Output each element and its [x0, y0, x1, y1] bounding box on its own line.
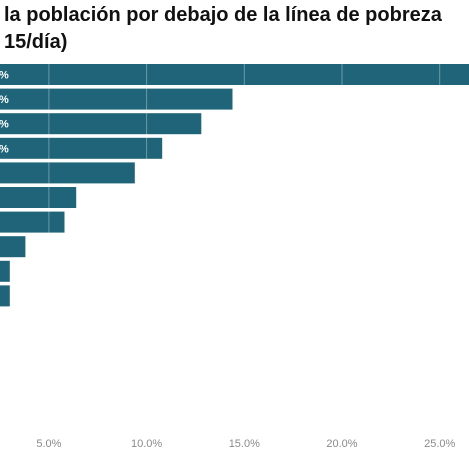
bar-3 [0, 113, 202, 135]
bar-5 [0, 162, 135, 184]
x-tick-label-1: 5.0% [36, 438, 61, 450]
bar-1 [0, 64, 469, 85]
chart-title-line-1: la población por debajo de la línea de p… [4, 4, 442, 26]
x-axis-ticks-group: 5.0% 10.0% 15.0% 20.0% 25.0% [36, 438, 455, 450]
bars-group [0, 64, 469, 307]
bar-label-3: % [0, 119, 9, 131]
x-tick-label-5: 25.0% [424, 438, 455, 450]
bar-8 [0, 236, 26, 258]
bar-label-4: % [0, 143, 9, 155]
bar-7 [0, 211, 65, 233]
bar-labels-group: %%%% [0, 70, 9, 156]
bar-label-1: % [0, 70, 9, 82]
x-tick-label-3: 15.0% [229, 438, 260, 450]
bar-2 [0, 88, 233, 110]
bar-10 [0, 285, 10, 307]
bar-label-2: % [0, 94, 9, 106]
x-tick-label-4: 20.0% [326, 438, 357, 450]
bar-4 [0, 137, 163, 159]
bar-9 [0, 260, 10, 282]
x-tick-label-2: 10.0% [131, 438, 162, 450]
bar-6 [0, 187, 77, 208]
chart-title: la población por debajo de la línea de p… [4, 2, 469, 56]
gridlines-group [48, 62, 441, 431]
chart-title-line-2: 15/día) [4, 31, 68, 53]
